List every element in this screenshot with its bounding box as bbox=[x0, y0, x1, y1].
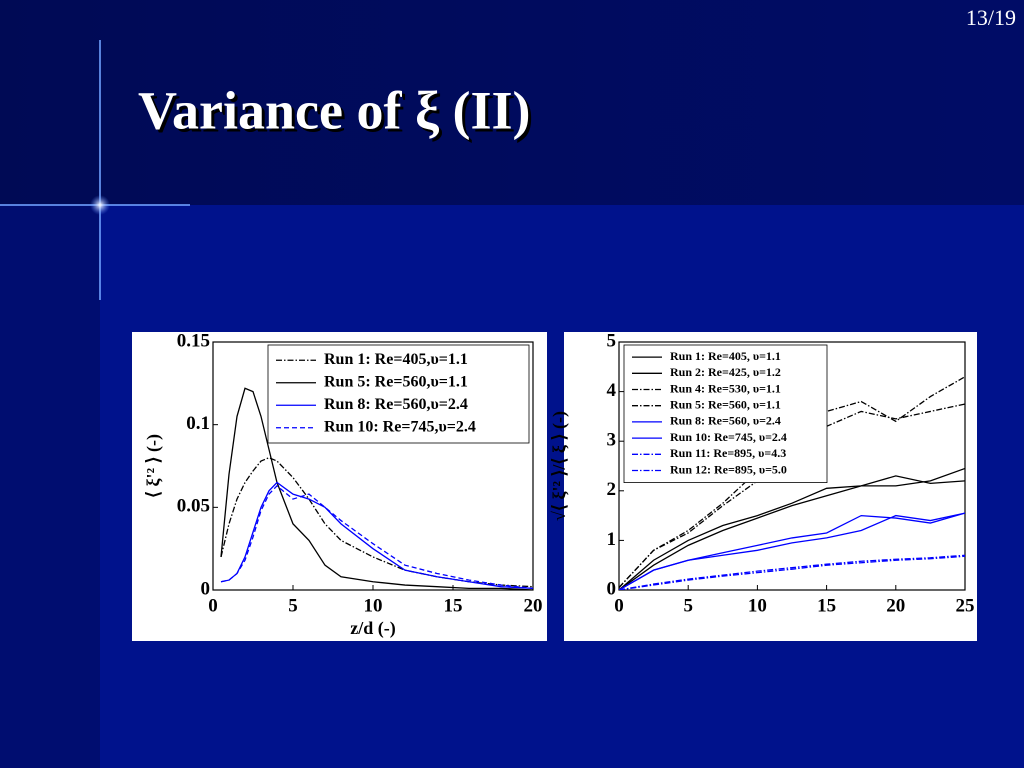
plot-frame bbox=[618, 341, 966, 591]
x-tick-label: 20 bbox=[886, 595, 905, 616]
series-line bbox=[220, 484, 533, 589]
x-axis-label: z/d (-) bbox=[350, 618, 395, 639]
legend-box bbox=[623, 344, 828, 484]
series-line bbox=[619, 475, 965, 590]
sparkle-glow bbox=[90, 195, 110, 215]
legend-label: Run 1: Re=405, υ=1.1 bbox=[670, 349, 781, 363]
x-tick-label: 15 bbox=[817, 595, 836, 616]
x-tick-label: 10 bbox=[748, 595, 767, 616]
y-tick-label: 5 bbox=[607, 330, 617, 351]
legend-label: Run 12: Re=895, υ=5.0 bbox=[670, 462, 787, 476]
plot-frame bbox=[212, 341, 534, 591]
x-axis-label: z/d (-) bbox=[769, 618, 814, 639]
page-number: 13/19 bbox=[966, 5, 1016, 30]
x-tick-label: 15 bbox=[444, 595, 463, 616]
legend-label: Run 5: Re=560,υ=1.1 bbox=[324, 373, 468, 390]
y-tick-label: 4 bbox=[607, 380, 617, 401]
series-line bbox=[619, 467, 965, 590]
top-band bbox=[0, 0, 1024, 205]
legend-label: Run 1: Re=405,υ=1.1 bbox=[324, 351, 468, 368]
x-tick-label: 20 bbox=[524, 595, 543, 616]
y-tick-label: 0.05 bbox=[177, 496, 210, 517]
series-line bbox=[619, 555, 965, 590]
y-axis-label: ⟨ ξ'² ⟩ (-) bbox=[143, 434, 164, 498]
chart: 0 1 2 3 4 5 0 5 10 15 20 25 z/d (-) √⟨ ξ'² ⟩/⟨ ξ ⟩ (-… bbox=[549, 330, 975, 639]
legend-label: Run 2: Re=425, υ=1.2 bbox=[670, 365, 781, 379]
y-tick-label: 0.1 bbox=[186, 413, 210, 434]
chart: 0 0.05 0.1 0.15 0 5 10 15 20 z/d (-) ⟨ ξ'² ⟩ (-) Ru… bbox=[143, 330, 542, 639]
x-tick-label: 5 bbox=[288, 595, 298, 616]
y-tick-label: 0.15 bbox=[177, 330, 210, 351]
y-tick-label: 0 bbox=[201, 578, 211, 599]
y-tick-label: 2 bbox=[607, 479, 617, 500]
legend-label: Run 5: Re=560, υ=1.1 bbox=[670, 397, 781, 411]
series-line bbox=[619, 554, 965, 590]
series-line bbox=[220, 387, 533, 590]
x-tick-label: 0 bbox=[208, 595, 218, 616]
legend-label: Run 10: Re=745,υ=2.4 bbox=[324, 418, 476, 435]
y-tick-label: 1 bbox=[607, 529, 617, 550]
legend-label: Run 8: Re=560, υ=2.4 bbox=[670, 414, 781, 428]
series-line bbox=[619, 403, 965, 588]
legend-box bbox=[267, 344, 530, 444]
legend-label: Run 10: Re=745, υ=2.4 bbox=[670, 430, 787, 444]
y-axis-label: √⟨ ξ'² ⟩/⟨ ξ ⟩ (-) bbox=[549, 411, 570, 521]
legend-label: Run 8: Re=560,υ=2.4 bbox=[324, 396, 468, 413]
x-tick-label: 10 bbox=[364, 595, 383, 616]
left-band bbox=[0, 205, 100, 768]
legend-label: Run 11: Re=895, υ=4.3 bbox=[670, 446, 786, 460]
slide-title: Variance of ξ (II) bbox=[138, 80, 531, 140]
x-tick-label: 25 bbox=[956, 595, 975, 616]
legend-label: Run 4: Re=530, υ=1.1 bbox=[670, 381, 781, 395]
y-tick-label: 0 bbox=[607, 578, 617, 599]
series-line bbox=[619, 512, 965, 590]
y-tick-label: 3 bbox=[607, 430, 617, 451]
x-tick-label: 5 bbox=[683, 595, 693, 616]
x-tick-label: 0 bbox=[614, 595, 624, 616]
